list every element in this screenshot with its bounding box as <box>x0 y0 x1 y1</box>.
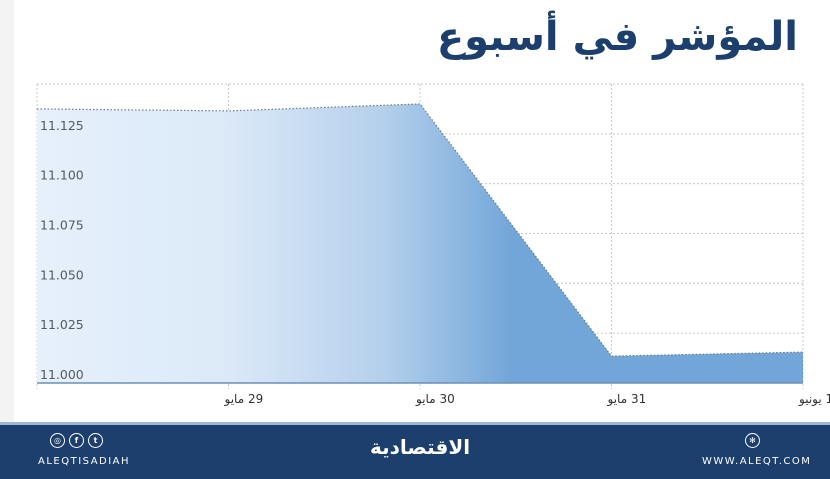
data-line <box>36 103 804 357</box>
twitter-icon[interactable]: t <box>88 433 103 448</box>
y-tick-label: 11.125 <box>40 118 84 133</box>
x-tick-label: 30 مايو <box>415 392 455 407</box>
x-tick-label: 29 مايو <box>224 392 264 407</box>
y-tick-label: 11.100 <box>40 168 84 183</box>
y-tick-label: 11.075 <box>40 218 84 233</box>
y-tick-label: 11.050 <box>40 267 84 282</box>
data-area <box>37 103 803 383</box>
page-title: المؤشر في أسبوع <box>436 14 799 60</box>
x-tick-label: 1 يونيو <box>798 392 830 407</box>
y-tick-label: 11.025 <box>40 317 84 332</box>
y-tick-label: 11.000 <box>40 367 84 382</box>
social-handle: ALEQTISADIAH <box>38 456 131 467</box>
x-tick-label: 31 مايو <box>607 392 647 407</box>
globe-icon: ✻ <box>745 433 760 448</box>
footer: ◎ f t ALEQTISADIAH الاقتصادية ✻ WWW.ALEQ… <box>0 422 830 479</box>
website-link[interactable]: WWW.ALEQT.COM <box>702 456 812 467</box>
area-chart: 11.000 11.025 11.050 11.075 11.100 11.125 29 … <box>36 83 830 407</box>
facebook-icon[interactable]: f <box>69 433 84 448</box>
social-icons: ◎ f t <box>50 433 103 448</box>
y-axis-labels: 11.000 11.025 11.050 11.075 11.100 11.125 <box>40 118 84 382</box>
instagram-icon[interactable]: ◎ <box>50 433 65 448</box>
x-axis-labels: 29 مايو 30 مايو 31 مايو 1 يونيو <box>224 392 830 407</box>
brand-logo: الاقتصادية <box>370 435 471 459</box>
